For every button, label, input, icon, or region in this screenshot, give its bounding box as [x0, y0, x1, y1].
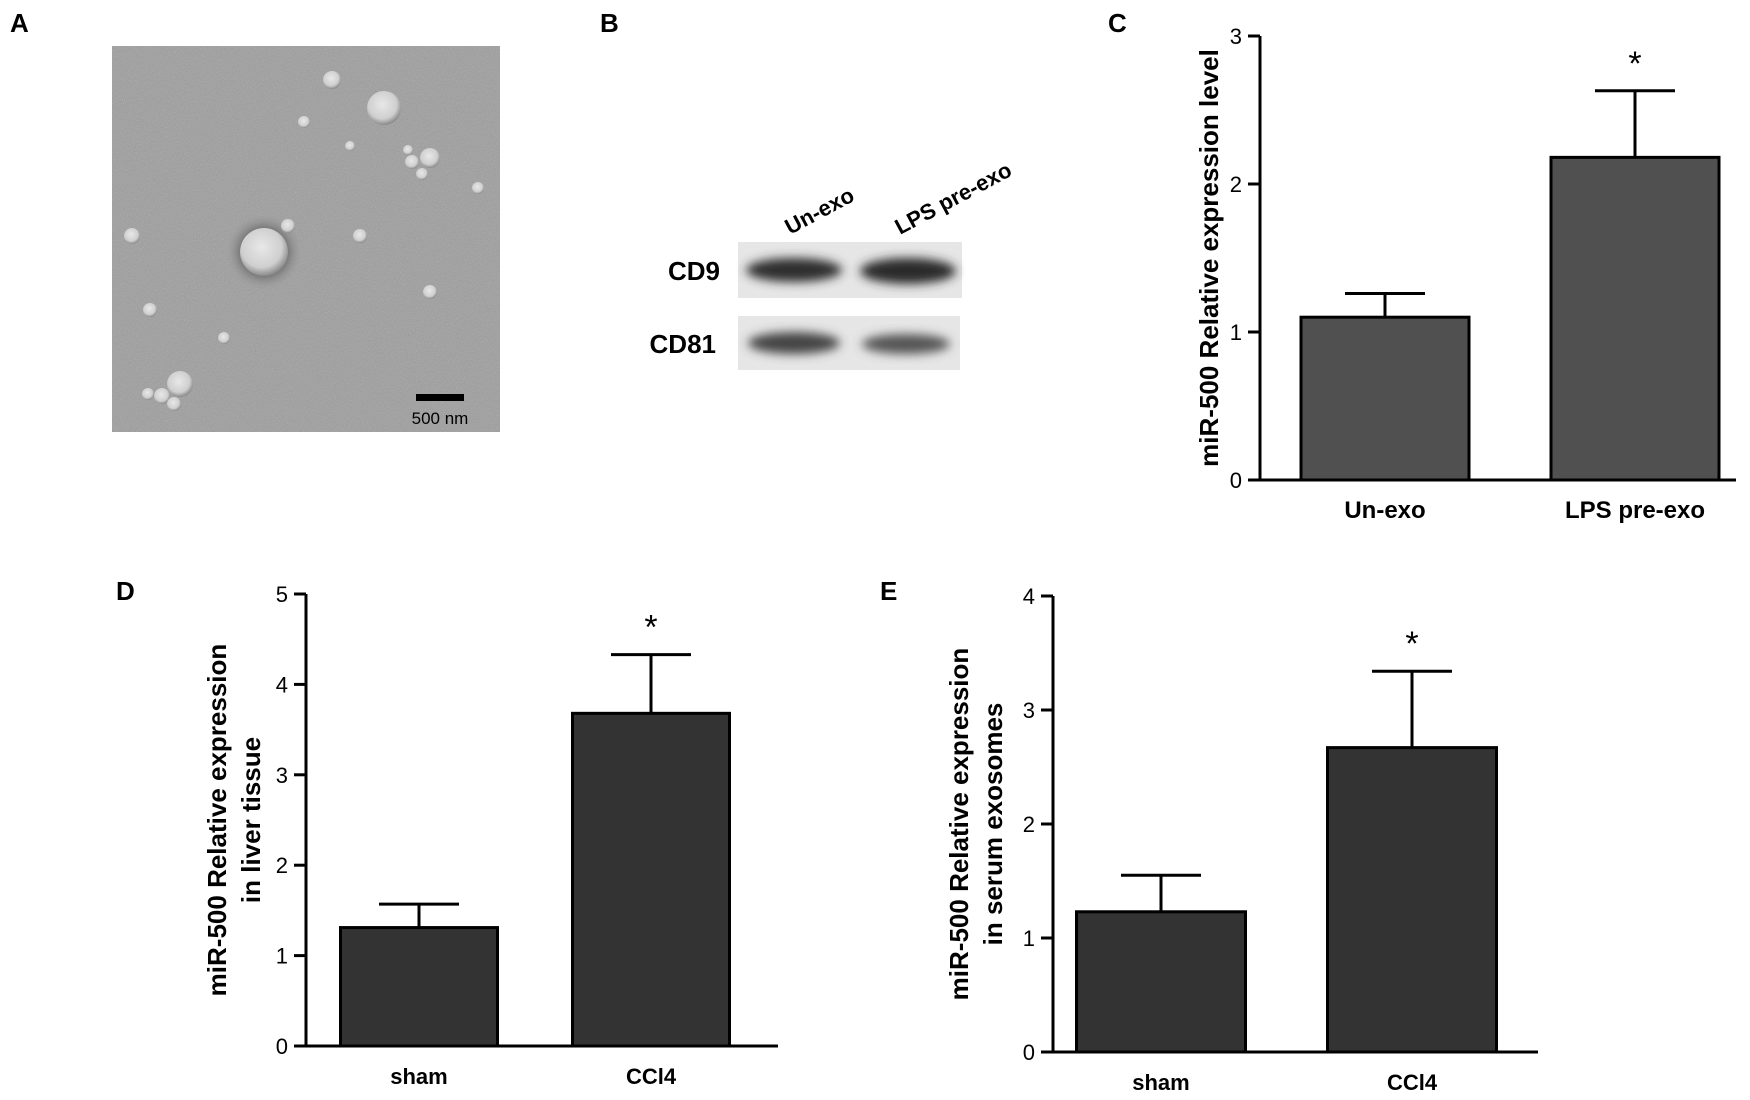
- scale-bar-label: 500 nm: [412, 409, 469, 428]
- panel-label-c: C: [1108, 8, 1127, 38]
- panel-label-e: E: [880, 576, 898, 606]
- row-label-cd81: CD81: [650, 329, 716, 359]
- y-tick-label: 2: [1230, 172, 1242, 197]
- micrograph-image: 500 nm: [112, 46, 500, 432]
- bar-sham: [339, 926, 499, 1048]
- blot-row-cd9: [738, 242, 962, 298]
- chart-c: 0 1 2 3 Un-exo * LPS pre-exo miR-500 Relative e…: [1194, 24, 1736, 524]
- chart-e: 0 1 2 3 4 sham * CCl4 miR-500 Relative expressio…: [944, 584, 1538, 1095]
- western-blot: Un-exo LPS pre-exo CD9 CD81: [600, 120, 1040, 385]
- y-tick-label: 0: [1230, 468, 1242, 493]
- bar-lps-pre-exo: [1549, 155, 1721, 482]
- y-axis-label: miR-500 Relative expression: [944, 648, 974, 1001]
- y-tick-label: 3: [276, 763, 288, 788]
- y-tick-label: 4: [276, 672, 288, 697]
- y-axis-label: miR-500 Relative expression level: [1194, 49, 1224, 467]
- blot-image: Un-exo LPS pre-exo CD9 CD81: [650, 157, 1016, 370]
- x-tick-label: Un-exo: [1344, 497, 1425, 524]
- x-tick-label: CCl4: [626, 1064, 677, 1089]
- bar-sham: [1075, 910, 1247, 1054]
- y-axis-label-line2: in serum exosomes: [978, 703, 1008, 946]
- y-tick-label: 4: [1023, 584, 1035, 609]
- y-tick-label: 0: [276, 1034, 288, 1059]
- bar-ccl4: [1326, 746, 1498, 1054]
- blot-row-cd81: [738, 316, 960, 370]
- x-tick-label: CCl4: [1387, 1070, 1438, 1095]
- significance-marker: *: [1405, 625, 1418, 663]
- significance-marker: *: [1628, 45, 1641, 83]
- y-tick-label: 1: [1023, 926, 1035, 951]
- y-tick-label: 3: [1023, 698, 1035, 723]
- y-tick-label: 5: [276, 582, 288, 607]
- y-axis-label-line2: in liver tissue: [236, 737, 266, 903]
- x-tick-label: sham: [1132, 1070, 1189, 1095]
- scale-bar: [416, 394, 464, 401]
- y-axis-label: miR-500 Relative expression: [202, 644, 232, 997]
- x-tick-label: LPS pre-exo: [1565, 497, 1705, 524]
- y-tick-label: 2: [276, 853, 288, 878]
- y-tick-label: 0: [1023, 1040, 1035, 1065]
- panel-label-a: A: [10, 8, 29, 38]
- y-tick-label: 1: [276, 944, 288, 969]
- y-tick-label: 2: [1023, 812, 1035, 837]
- y-tick-label: 3: [1230, 24, 1242, 49]
- row-label-cd9: CD9: [668, 256, 720, 286]
- vesicles: [124, 71, 484, 411]
- chart-d: 0 1 2 3 4 5 sham * CCl4 miR-500 Relative expressi…: [202, 582, 778, 1089]
- x-tick-label: sham: [390, 1064, 447, 1089]
- bar-ccl4: [571, 711, 731, 1048]
- significance-marker: *: [644, 609, 657, 647]
- panel-label-b: B: [600, 8, 619, 38]
- panel-label-d: D: [116, 576, 135, 606]
- bar-un-exo: [1299, 315, 1471, 482]
- electron-micrograph: 500 nm: [112, 46, 500, 437]
- y-tick-label: 1: [1230, 320, 1242, 345]
